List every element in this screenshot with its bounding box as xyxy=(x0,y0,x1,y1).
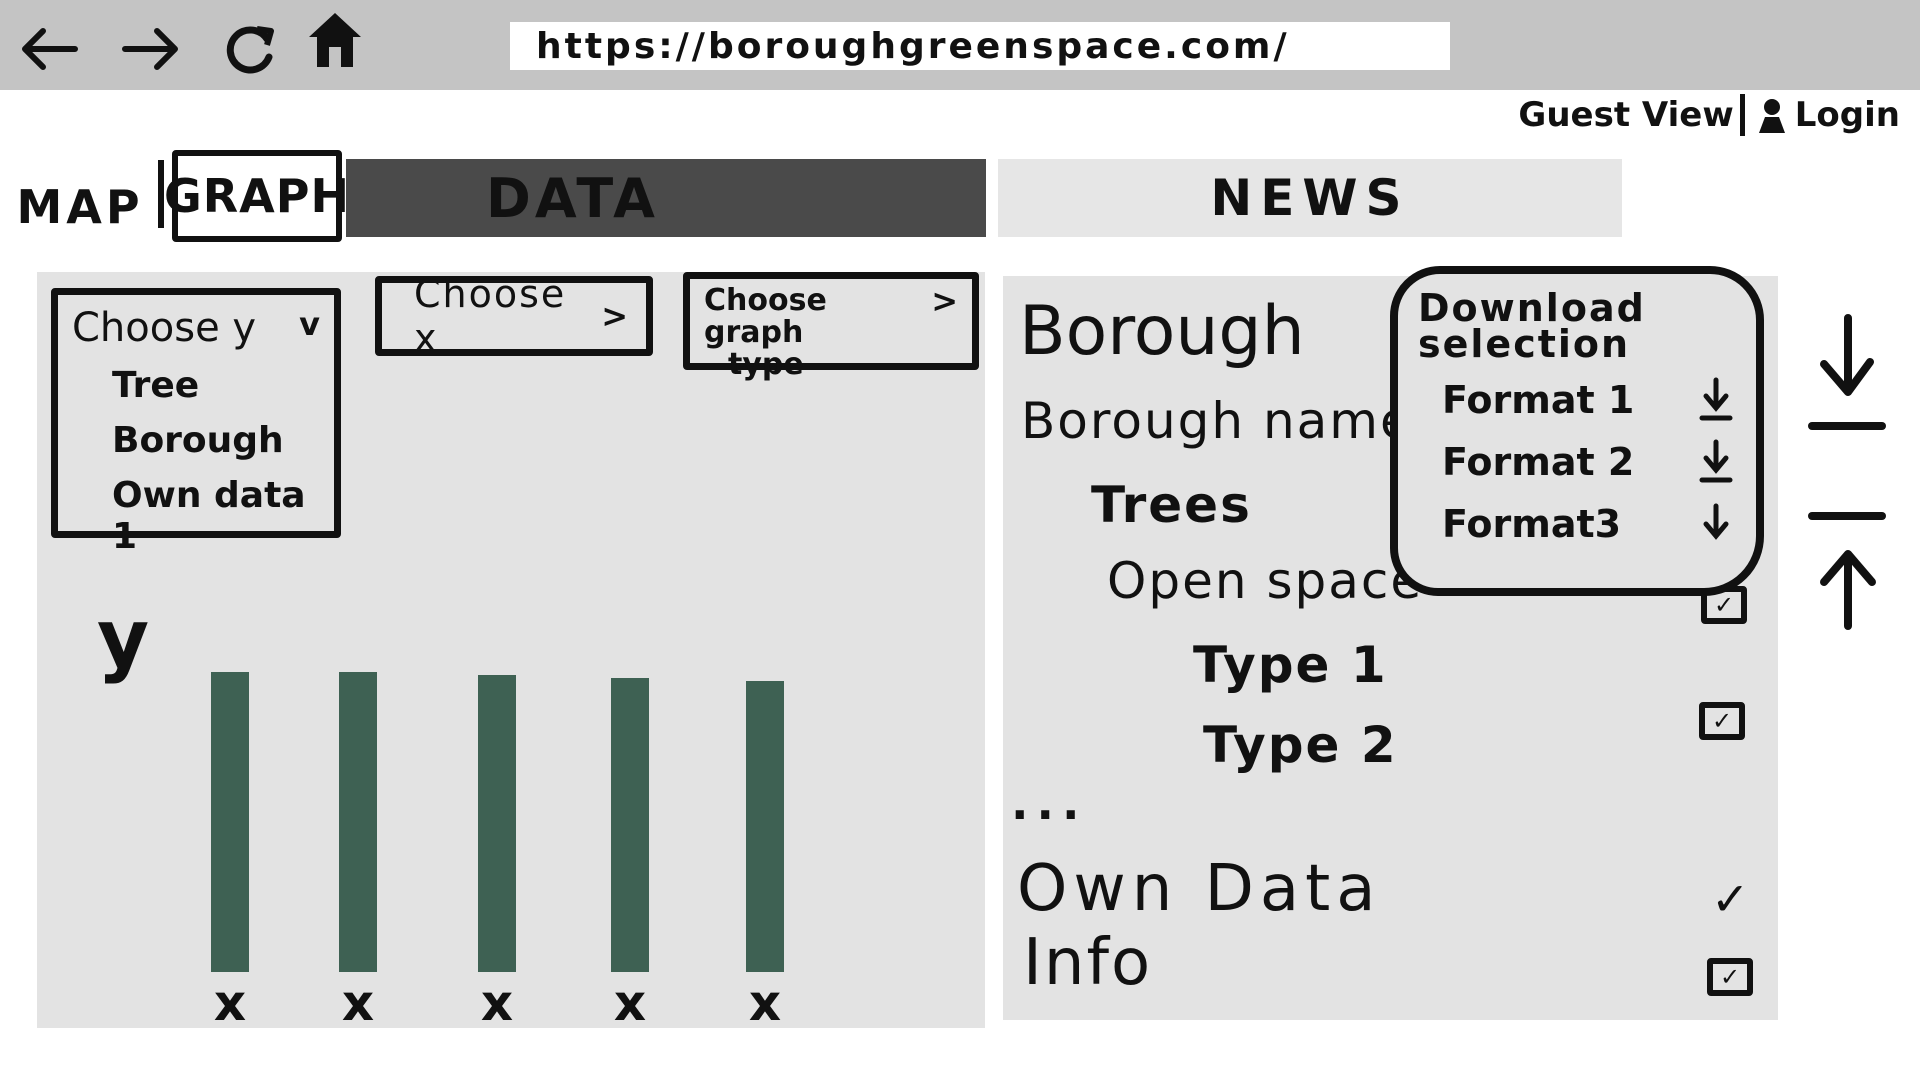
reload-icon xyxy=(226,26,274,74)
reload-button[interactable] xyxy=(214,14,284,84)
format-1-label: Format 1 xyxy=(1442,378,1635,422)
y-option-tree[interactable]: Tree xyxy=(112,365,200,406)
trees-item[interactable]: Trees xyxy=(1091,476,1252,534)
borough-heading: Borough xyxy=(1019,292,1305,371)
choose-y-header[interactable]: Choose y v xyxy=(72,305,320,351)
chart-bar xyxy=(339,672,377,972)
chart-y-axis-label: y xyxy=(97,592,150,685)
home-icon xyxy=(309,13,361,67)
choose-x-dropdown[interactable]: Choose x > xyxy=(375,272,653,360)
chart-x-tick-label: x xyxy=(614,974,646,1028)
tab-graph[interactable]: GRAPH xyxy=(164,150,349,242)
home-button[interactable] xyxy=(300,4,370,74)
upload-toggle-icon[interactable] xyxy=(1806,500,1886,634)
type1-item[interactable]: Type 1 xyxy=(1193,636,1388,694)
format-1-option[interactable]: Format 1 xyxy=(1418,376,1736,424)
chart-bar xyxy=(478,675,516,972)
arrow-right-icon xyxy=(122,28,178,70)
graph-type-label-line1: Choose graph xyxy=(704,283,827,350)
choose-graph-type-dropdown[interactable]: Choose graph > type xyxy=(683,272,979,381)
format-3-option[interactable]: Format3 xyxy=(1418,500,1736,548)
user-icon xyxy=(1758,99,1785,133)
url-text: https://boroughgreenspace.com/ xyxy=(536,25,1290,67)
own-data-item[interactable]: Own Data xyxy=(1017,852,1382,926)
chart-x-tick-label: x xyxy=(481,974,513,1028)
browser-toolbar: https://boroughgreenspace.com/ xyxy=(0,0,1920,90)
forward-button[interactable] xyxy=(116,14,186,84)
info-checkbox[interactable]: ✓ xyxy=(1707,958,1753,996)
y-option-borough[interactable]: Borough xyxy=(112,420,284,461)
graph-type-label-line2: type xyxy=(728,347,804,382)
tab-divider xyxy=(158,160,164,228)
account-divider xyxy=(1739,94,1745,136)
download-toggle-icon[interactable] xyxy=(1806,312,1886,436)
chart-bar xyxy=(746,681,784,972)
graph-panel: x x x x x y Choose y v Tree Borough Own data… xyxy=(37,272,985,1028)
tab-news[interactable]: NEWS xyxy=(998,159,1622,237)
chart-x-tick-label: x xyxy=(342,974,374,1028)
download-icon xyxy=(1703,503,1729,540)
choose-y-dropdown[interactable]: Choose y v Tree Borough Own data 1 xyxy=(51,288,341,557)
account-row: Guest View Login xyxy=(1518,94,1900,136)
format-3-label: Format3 xyxy=(1442,502,1622,546)
download-icon xyxy=(1699,439,1733,483)
own-data-check-icon[interactable]: ✓ xyxy=(1711,872,1750,926)
download-icon xyxy=(1699,377,1733,421)
more-items-ellipsis[interactable]: ... xyxy=(1011,776,1088,830)
tab-map[interactable]: MAP xyxy=(16,180,144,234)
tab-data[interactable]: DATA xyxy=(346,159,986,237)
download-title-line2: selection xyxy=(1418,322,1631,366)
format-2-option[interactable]: Format 2 xyxy=(1418,438,1736,486)
chart-bar xyxy=(211,672,249,972)
format-2-label: Format 2 xyxy=(1442,440,1635,484)
download-selection-popup: Download selection Format 1 Format 2 For… xyxy=(1390,266,1764,596)
borough-name-item[interactable]: Borough name xyxy=(1021,392,1413,450)
chart-bar xyxy=(611,678,649,972)
choose-y-label: Choose y xyxy=(72,305,257,351)
login-link[interactable]: Login xyxy=(1794,95,1900,135)
guest-view-label: Guest View xyxy=(1518,95,1734,135)
arrow-left-icon xyxy=(22,28,78,70)
url-bar[interactable]: https://boroughgreenspace.com/ xyxy=(510,22,1450,70)
chevron-down-icon: v xyxy=(299,305,320,343)
chart-x-tick-label: x xyxy=(749,974,781,1028)
back-button[interactable] xyxy=(14,14,84,84)
chevron-right-icon: > xyxy=(601,297,630,335)
info-item[interactable]: Info xyxy=(1023,926,1153,1000)
type2-checkbox[interactable]: ✓ xyxy=(1699,702,1745,740)
choose-x-label: Choose x xyxy=(414,272,567,360)
download-title-line1: Download xyxy=(1418,286,1646,330)
type2-item[interactable]: Type 2 xyxy=(1203,716,1398,774)
chart-x-tick-label: x xyxy=(214,974,246,1028)
open-space-item[interactable]: Open space xyxy=(1107,552,1424,610)
chevron-right-icon: > xyxy=(931,282,958,320)
y-option-own-data[interactable]: Own data 1 xyxy=(112,475,306,557)
